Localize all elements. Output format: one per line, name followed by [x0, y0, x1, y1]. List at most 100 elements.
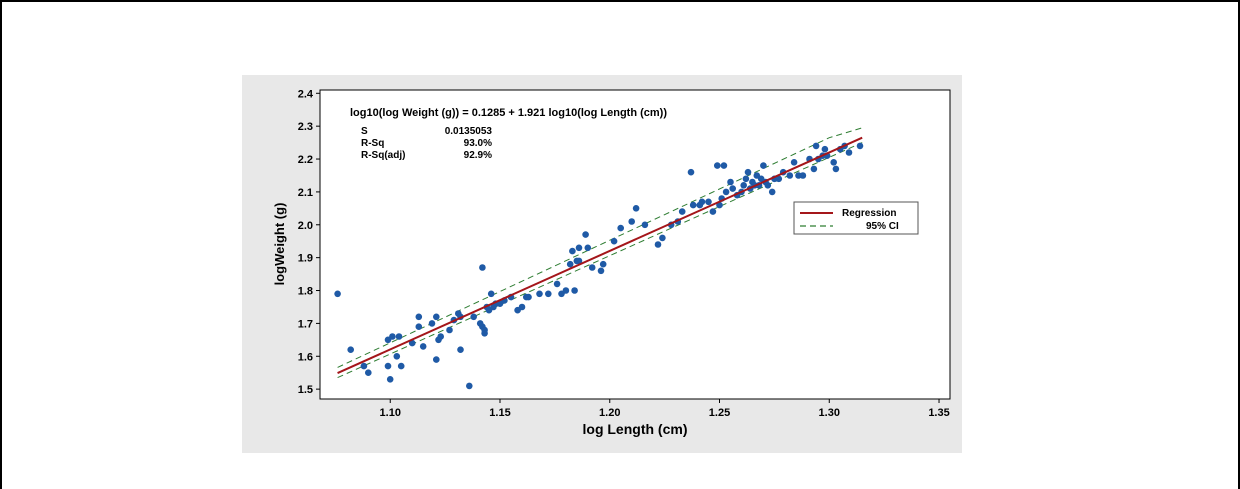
legend-box: [793, 201, 919, 235]
ci-upper-line: [337, 127, 863, 368]
data-point: [395, 333, 403, 340]
data-point: [588, 264, 596, 271]
y-tick-label: 2.2: [298, 154, 313, 166]
data-point: [386, 376, 394, 383]
y-axis-label: logWeight (g): [272, 203, 287, 286]
x-tick-label: 1.20: [599, 407, 620, 419]
data-point: [799, 172, 807, 179]
y-axis-ticks: 1.5 1.6 1.7 1.8 1.9 2.0 2.1 2.2 2.3 2.4: [298, 88, 320, 396]
data-point: [562, 287, 570, 294]
data-point: [470, 313, 478, 321]
data-point: [830, 159, 837, 166]
data-point: [599, 260, 607, 268]
data-point: [821, 145, 829, 153]
data-point: [845, 149, 853, 156]
y-tick-label: 1.9: [298, 253, 313, 265]
data-point: [419, 343, 427, 350]
x-tick-label: 1.15: [489, 407, 510, 419]
data-point: [740, 182, 747, 189]
data-point: [393, 353, 401, 360]
data-point: [727, 178, 734, 186]
data-point: [764, 182, 772, 189]
data-point: [415, 313, 423, 321]
data-point: [487, 290, 495, 298]
data-point: [389, 333, 396, 340]
data-point: [437, 333, 445, 340]
stat-label: R-Sq(adj): [361, 150, 405, 161]
data-point: [617, 224, 624, 232]
data-point: [698, 198, 706, 206]
data-point: [433, 313, 440, 321]
data-point: [786, 172, 794, 179]
data-point: [575, 257, 583, 265]
data-point: [720, 162, 728, 169]
data-point: [582, 231, 589, 238]
data-point: [571, 287, 578, 294]
data-point: [457, 346, 464, 354]
data-point: [525, 293, 532, 301]
data-point: [742, 175, 750, 183]
x-tick-label: 1.30: [819, 407, 840, 419]
data-point: [687, 168, 695, 176]
y-tick-label: 2.4: [298, 88, 314, 100]
legend-ci-label: 95% CI: [866, 221, 899, 232]
data-point: [553, 280, 561, 288]
data-point: [481, 326, 488, 334]
legend-regression-label: Regression: [842, 208, 896, 219]
data-point: [729, 185, 736, 192]
legend: Regression 95% CI: [793, 201, 919, 235]
data-point: [415, 323, 423, 331]
data-point: [714, 162, 721, 169]
data-point: [856, 142, 864, 150]
stat-value: 93.0%: [464, 138, 492, 149]
data-point: [597, 267, 605, 275]
data-point: [360, 362, 368, 370]
data-point: [760, 162, 767, 169]
data-point: [433, 356, 440, 363]
regression-equation: log10(log Weight (g)) = 0.1285 + 1.921 l…: [350, 107, 667, 119]
stat-value: 92.9%: [464, 150, 492, 161]
data-point: [709, 208, 717, 215]
stat-label: R-Sq: [361, 138, 384, 149]
data-point: [705, 198, 712, 206]
y-tick-label: 2.1: [298, 187, 313, 199]
data-point: [812, 142, 820, 150]
data-point: [790, 159, 798, 166]
data-point: [575, 244, 583, 252]
data-point: [566, 260, 574, 268]
data-point: [347, 346, 355, 354]
ci-lower-line: [337, 142, 863, 379]
x-axis-label: log Length (cm): [583, 421, 688, 437]
data-point: [632, 205, 640, 212]
y-tick-label: 1.6: [298, 351, 313, 363]
data-point: [678, 208, 686, 215]
data-point: [722, 188, 730, 196]
confidence-interval-lines: [337, 127, 863, 379]
data-point: [334, 290, 341, 298]
data-point: [479, 264, 486, 271]
y-tick-label: 1.8: [298, 286, 313, 298]
data-point: [654, 241, 662, 248]
data-point: [768, 188, 776, 196]
data-point: [384, 362, 392, 370]
y-tick-label: 2.3: [298, 121, 313, 133]
regression-line-group: [337, 136, 863, 374]
data-point: [397, 362, 405, 370]
data-point: [584, 244, 592, 252]
x-tick-label: 1.25: [709, 407, 730, 419]
data-point: [689, 201, 697, 209]
data-point: [518, 303, 526, 311]
data-point: [659, 234, 666, 242]
data-point: [545, 290, 552, 298]
stat-label: S: [361, 126, 368, 137]
y-tick-label: 1.7: [298, 318, 313, 330]
stats-block: S 0.0135053 R-Sq 93.0% R-Sq(adj) 92.9%: [361, 126, 492, 161]
data-point: [466, 382, 473, 390]
data-point: [536, 290, 543, 298]
data-point: [775, 175, 783, 183]
data-point: [428, 320, 436, 327]
data-point: [446, 326, 453, 334]
x-tick-label: 1.10: [380, 407, 401, 419]
